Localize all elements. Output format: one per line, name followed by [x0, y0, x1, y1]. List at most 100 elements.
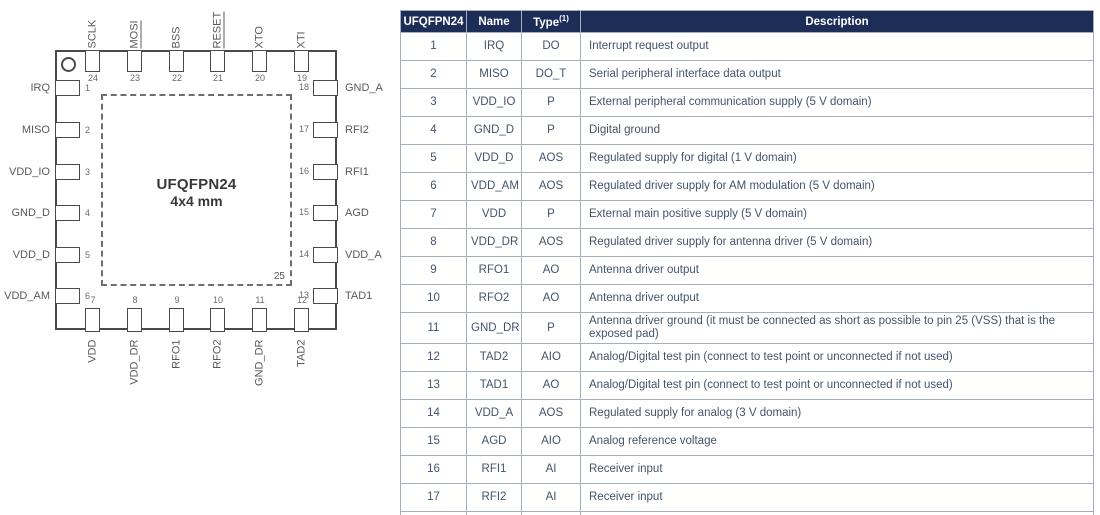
name-cell: GND_D	[466, 116, 522, 145]
pin-cell: 18	[400, 511, 467, 515]
type-cell: AIO	[521, 427, 581, 456]
pin-cell: 7	[400, 200, 467, 229]
table-row-pin-7: 7 VDD P External main positive supply (5 V …	[400, 200, 1094, 229]
pin-pad-21	[210, 50, 225, 72]
pin-label-vdd_am: VDD_AM	[4, 290, 50, 302]
pin-cell: 11	[400, 312, 467, 344]
name-cell: GND_A	[466, 511, 522, 515]
desc-cell: Interrupt request output	[580, 32, 1094, 61]
pin-cell: 1	[400, 32, 467, 61]
pin-number-10: 10	[212, 295, 223, 305]
pin-label-text: BSS	[170, 26, 183, 49]
pin-pad-14	[313, 247, 338, 263]
pin-description-table: UFQFPN24 Name Type(1) Description 1 IRQ DO…	[400, 10, 1094, 515]
table-row-pin-12: 12 TAD2 AIO Analog/Digital test pin (connec…	[400, 343, 1094, 372]
table-row-pin-6: 6 VDD_AM AOS Regulated driver supply for AM…	[400, 172, 1094, 201]
name-cell: RFO1	[466, 256, 522, 285]
pin-label-sclk: SCLK	[87, 3, 100, 49]
pin-label-rfi1: RFI1	[345, 166, 369, 178]
pin-pad-4	[55, 205, 80, 221]
pin-label-reset: RESET	[211, 3, 225, 49]
name-cell: AGD	[466, 427, 522, 456]
pin-label-vdd_d: VDD_D	[12, 249, 50, 261]
pin-label-text: MOSI	[128, 20, 142, 49]
table-row-pin-16: 16 RFI1 AI Receiver input	[400, 455, 1094, 484]
pin-number-7: 7	[90, 295, 96, 305]
pin-label-vdd_dr: VDD_DR	[128, 339, 141, 385]
type-cell: AO	[521, 256, 581, 285]
pin-label-text: RESET	[211, 11, 225, 49]
pin-pad-13	[313, 288, 338, 304]
header-name: Name	[466, 10, 522, 33]
pin-label-gnd_dr: GND_DR	[253, 339, 266, 386]
pin-number-1: 1	[85, 83, 91, 93]
pin-pad-5	[55, 247, 80, 263]
pin-number-8: 8	[132, 295, 138, 305]
pin-pad-18	[313, 80, 338, 96]
pin1-marker-icon	[61, 57, 76, 72]
type-cell: P	[521, 200, 581, 229]
type-cell: P	[521, 116, 581, 145]
header-pin-number: UFQFPN24	[400, 10, 467, 33]
pin-label-vdd_io: VDD_IO	[9, 166, 50, 178]
pin-number-23: 23	[129, 73, 140, 83]
pin-pad-8	[127, 308, 142, 332]
pin-label-irq: IRQ	[30, 82, 50, 94]
type-cell: P	[521, 88, 581, 117]
pin-pad-7	[85, 308, 100, 332]
desc-cell: Regulated driver supply for antenna driv…	[580, 228, 1094, 257]
pin-label-xti: XTI	[295, 3, 309, 49]
pin-label-vdd_a: VDD_A	[345, 249, 382, 261]
pin-label-vdd: VDD	[86, 339, 99, 363]
pin-cell: 5	[400, 144, 467, 173]
pin-cell: 15	[400, 427, 467, 456]
table-row-pin-8: 8 VDD_DR AOS Regulated driver supply for an…	[400, 228, 1094, 257]
desc-cell: Digital ground	[580, 116, 1094, 145]
footnote-ref: (1)	[559, 14, 569, 24]
table-row-pin-5: 5 VDD_D AOS Regulated supply for digital (1…	[400, 144, 1094, 173]
name-cell: GND_DR	[466, 312, 522, 344]
pin-cell: 3	[400, 88, 467, 117]
header-description: Description	[580, 10, 1094, 33]
pin-number-4: 4	[85, 208, 91, 218]
pin-label-rfo1: RFO1	[170, 339, 183, 369]
pin-cell: 9	[400, 256, 467, 285]
name-cell: RFI1	[466, 455, 522, 484]
type-cell: DO_T	[521, 60, 581, 89]
name-cell: VDD_AM	[466, 172, 522, 201]
desc-cell: Analog/Digital test pin (connect to test…	[580, 343, 1094, 372]
pin-cell: 10	[400, 284, 467, 313]
pin-number-5: 5	[85, 250, 91, 260]
pin-number-11: 11	[255, 295, 265, 305]
pin-cell: 6	[400, 172, 467, 201]
type-cell: AIO	[521, 343, 581, 372]
table-row-pin-1: 1 IRQ DO Interrupt request output	[400, 32, 1094, 61]
name-cell: VDD_D	[466, 144, 522, 173]
table-row-pin-17: 17 RFI2 AI Receiver input	[400, 483, 1094, 512]
pin-pad-20	[252, 50, 267, 72]
type-cell: P	[521, 312, 581, 344]
pin-label-miso: MISO	[21, 124, 50, 136]
name-cell: VDD_A	[466, 399, 522, 428]
type-cell: AO	[521, 284, 581, 313]
name-cell: MISO	[466, 60, 522, 89]
package-size: 4x4 mm	[170, 193, 223, 209]
exposed-pad: 25	[101, 94, 292, 286]
pin-cell: 17	[400, 483, 467, 512]
pin-number-12: 12	[296, 295, 307, 305]
pin-number-24: 24	[87, 73, 98, 83]
pin-cell: 4	[400, 116, 467, 145]
table-header-row: UFQFPN24 Name Type(1) Description	[400, 10, 1094, 33]
pin-pad-10	[210, 308, 225, 332]
table-row-pin-3: 3 VDD_IO P External peripheral communicatio…	[400, 88, 1094, 117]
desc-cell: Analog/Digital test pin (connect to test…	[580, 371, 1094, 400]
table-row-pin-15: 15 AGD AIO Analog reference voltage	[400, 427, 1094, 456]
pin-number-14: 14	[298, 249, 309, 259]
pin-label-agd: AGD	[345, 207, 369, 219]
desc-cell: External main positive supply (5 V domai…	[580, 200, 1094, 229]
pin-pad-19	[294, 50, 309, 72]
pin-label-text: XTI	[295, 31, 308, 49]
name-cell: VDD	[466, 200, 522, 229]
pin-pad-12	[294, 308, 309, 332]
